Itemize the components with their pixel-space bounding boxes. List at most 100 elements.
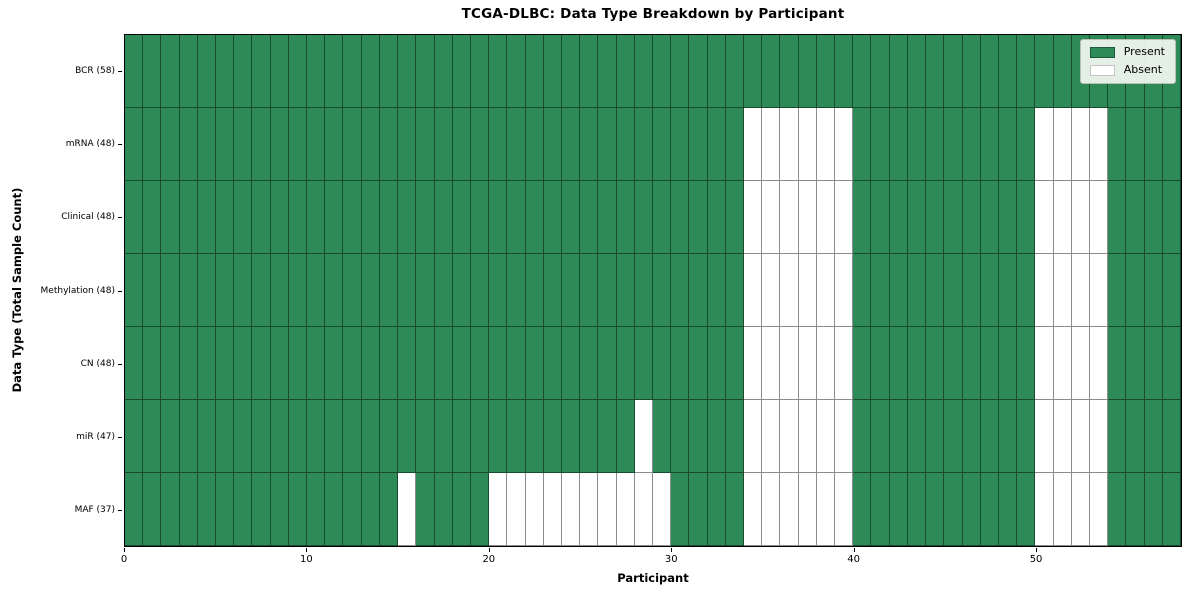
heatmap-cell bbox=[652, 108, 672, 181]
heatmap-cell bbox=[216, 108, 235, 181]
heatmap-cell bbox=[525, 35, 544, 108]
heatmap-cell bbox=[561, 400, 581, 473]
heatmap-cell bbox=[780, 181, 799, 254]
x-tick-label: 20 bbox=[482, 554, 496, 565]
x-tick-mark bbox=[124, 548, 125, 552]
heatmap-cell bbox=[962, 181, 981, 254]
heatmap-cell bbox=[398, 473, 417, 546]
heatmap-cell bbox=[507, 400, 526, 473]
heatmap-cell bbox=[288, 327, 308, 400]
heatmap-cell bbox=[907, 108, 927, 181]
heatmap-cell bbox=[143, 254, 162, 327]
heatmap-cell bbox=[452, 35, 471, 108]
heatmap-cell bbox=[197, 181, 217, 254]
heatmap-cell bbox=[543, 254, 562, 327]
heatmap-cell bbox=[762, 108, 781, 181]
heatmap-cell bbox=[853, 35, 872, 108]
heatmap-cell bbox=[798, 35, 817, 108]
legend-label-present: Present bbox=[1123, 45, 1165, 58]
heatmap-cell bbox=[1017, 254, 1036, 327]
heatmap-cell bbox=[1108, 254, 1127, 327]
heatmap-cell bbox=[962, 400, 981, 473]
heatmap-cell bbox=[1162, 181, 1181, 254]
heatmap-cell bbox=[580, 473, 599, 546]
heatmap-cell bbox=[780, 108, 799, 181]
heatmap-cell bbox=[725, 473, 745, 546]
heatmap-cell bbox=[744, 254, 763, 327]
heatmap-cell bbox=[161, 473, 180, 546]
heatmap-cell bbox=[671, 327, 690, 400]
heatmap-cell bbox=[361, 35, 380, 108]
heatmap-cell bbox=[216, 473, 235, 546]
heatmap-cell bbox=[1089, 473, 1109, 546]
heatmap-cell bbox=[288, 181, 308, 254]
heatmap-cell bbox=[853, 327, 872, 400]
heatmap-cell bbox=[998, 327, 1018, 400]
heatmap-cell bbox=[143, 473, 162, 546]
heatmap-cell bbox=[307, 108, 326, 181]
heatmap-cell bbox=[234, 254, 253, 327]
heatmap-cell bbox=[252, 181, 271, 254]
heatmap-cell bbox=[980, 254, 999, 327]
heatmap-cell bbox=[871, 181, 890, 254]
x-axis-ticks: 0 10 20 30 40 50 bbox=[121, 547, 1182, 571]
heatmap-cell bbox=[853, 473, 872, 546]
heatmap-cell bbox=[307, 400, 326, 473]
heatmap-cell bbox=[416, 327, 435, 400]
heatmap-cell bbox=[1053, 181, 1072, 254]
heatmap-cell bbox=[1144, 108, 1163, 181]
heatmap-cell bbox=[234, 35, 253, 108]
heatmap-cell bbox=[798, 473, 817, 546]
heatmap-cell bbox=[561, 254, 581, 327]
heatmap-cell bbox=[707, 181, 726, 254]
heatmap-cell bbox=[489, 35, 508, 108]
heatmap-cell bbox=[470, 327, 490, 400]
heatmap-cell bbox=[1089, 254, 1109, 327]
heatmap-cell bbox=[179, 400, 198, 473]
heatmap-cell bbox=[216, 400, 235, 473]
heatmap-cell bbox=[234, 181, 253, 254]
heatmap-cell bbox=[816, 254, 836, 327]
heatmap-cell bbox=[816, 400, 836, 473]
heatmap-cell bbox=[707, 108, 726, 181]
heatmap-cell bbox=[798, 327, 817, 400]
heatmap-cell bbox=[926, 254, 945, 327]
heatmap-cell bbox=[197, 108, 217, 181]
heatmap-cell bbox=[1162, 327, 1181, 400]
heatmap-cell bbox=[889, 473, 908, 546]
x-tick-label: 30 bbox=[664, 554, 678, 565]
heatmap-cell bbox=[1162, 254, 1181, 327]
heatmap-cell bbox=[780, 473, 799, 546]
heatmap-cell bbox=[944, 327, 963, 400]
heatmap-cell bbox=[580, 400, 599, 473]
heatmap-cell bbox=[1144, 254, 1163, 327]
heatmap-cell bbox=[1126, 400, 1145, 473]
heatmap-cell bbox=[125, 254, 144, 327]
heatmap-cell bbox=[980, 35, 999, 108]
heatmap-cell bbox=[561, 181, 581, 254]
heatmap-cell bbox=[161, 108, 180, 181]
heatmap-cell bbox=[143, 108, 162, 181]
heatmap-cell bbox=[125, 400, 144, 473]
heatmap-cell bbox=[288, 108, 308, 181]
heatmap-cell bbox=[871, 108, 890, 181]
heatmap-cell bbox=[634, 254, 653, 327]
heatmap-cell bbox=[889, 181, 908, 254]
heatmap-cell bbox=[762, 327, 781, 400]
heatmap-cell bbox=[671, 400, 690, 473]
heatmap-cell bbox=[270, 254, 289, 327]
heatmap-cell bbox=[871, 327, 890, 400]
heatmap-cell bbox=[798, 254, 817, 327]
heatmap-cell bbox=[325, 254, 344, 327]
heatmap-cell bbox=[452, 473, 471, 546]
heatmap-cell bbox=[998, 108, 1018, 181]
heatmap-cell bbox=[1089, 327, 1109, 400]
heatmap-cell bbox=[197, 400, 217, 473]
heatmap-cell bbox=[416, 400, 435, 473]
heatmap-cell bbox=[561, 35, 581, 108]
heatmap-cell bbox=[1053, 473, 1072, 546]
heatmap-cell bbox=[580, 108, 599, 181]
x-tick-label: 10 bbox=[300, 554, 313, 565]
x-tick-mark bbox=[853, 548, 855, 552]
